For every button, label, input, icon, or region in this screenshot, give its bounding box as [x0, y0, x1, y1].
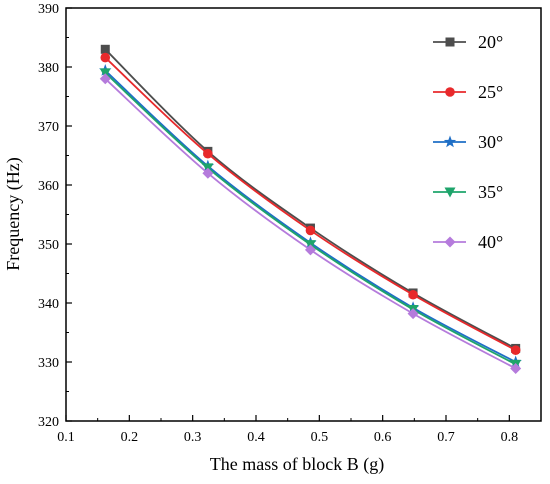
legend: 20° 25° 30° 35° 40°: [433, 32, 503, 252]
legend-item: 25°: [433, 82, 503, 102]
data-point: [407, 308, 419, 320]
legend-marker: [445, 87, 455, 97]
x-tick-label: 0.2: [121, 430, 139, 445]
series-1: [100, 52, 521, 356]
legend-item: 35°: [433, 182, 503, 202]
data-point: [510, 362, 522, 374]
x-tick-label: 0.4: [247, 430, 265, 445]
series-line: [104, 56, 517, 351]
legend-label: 20°: [478, 32, 503, 52]
series-0: [100, 44, 521, 353]
x-tick-label: 0.1: [57, 430, 75, 445]
x-tick-label: 0.6: [374, 430, 392, 445]
x-axis-label: The mass of block B (g): [210, 454, 384, 475]
y-tick-label: 390: [38, 2, 59, 17]
x-tick-label: 0.3: [184, 430, 202, 445]
y-tick-label: 380: [38, 61, 59, 76]
legend-item: 40°: [433, 232, 503, 252]
legend-label: 25°: [478, 82, 503, 102]
plot-lines: [99, 44, 522, 374]
y-tick-label: 330: [38, 356, 59, 371]
legend-label: 40°: [478, 232, 503, 252]
x-tick-label: 0.5: [311, 430, 329, 445]
legend-marker: [444, 187, 456, 198]
data-point: [202, 167, 214, 179]
legend-marker: [443, 135, 457, 148]
legend-marker: [444, 236, 456, 248]
y-tick-label: 340: [38, 297, 59, 312]
data-point: [100, 52, 111, 63]
y-tick-label: 370: [38, 120, 59, 135]
data-point: [305, 225, 316, 236]
data-point: [304, 244, 316, 256]
series-4: [99, 73, 522, 374]
axis-ticks: 0.1 0.2 0.3 0.4 0.5 0.6 0.7 0.8 320 330 340 350 360 3…: [38, 2, 518, 445]
data-point: [99, 73, 111, 85]
data-point: [100, 44, 110, 54]
data-point: [510, 345, 521, 356]
legend-label: 30°: [478, 132, 503, 152]
y-tick-label: 320: [38, 415, 59, 430]
legend-item: 30°: [433, 132, 503, 152]
data-point: [203, 148, 213, 159]
y-axis-label: Frequency (Hz): [3, 157, 24, 270]
legend-marker: [445, 37, 455, 47]
legend-item: 20°: [433, 32, 503, 52]
y-tick-label: 360: [38, 179, 59, 194]
x-tick-label: 0.7: [437, 430, 455, 445]
series-2: [99, 64, 522, 368]
data-point: [408, 289, 418, 300]
plot-frame: [65, 7, 542, 422]
legend-label: 35°: [478, 182, 503, 202]
x-tick-label: 0.8: [501, 430, 519, 445]
y-tick-label: 350: [38, 238, 59, 253]
